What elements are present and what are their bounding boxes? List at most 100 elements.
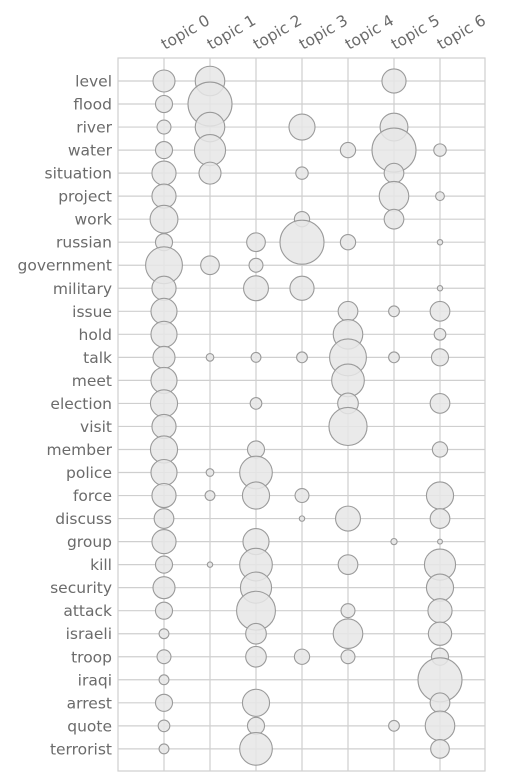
word-label: russian	[56, 234, 112, 252]
bubble-point	[150, 297, 178, 325]
bubble-point	[388, 719, 400, 732]
bubble-point	[381, 68, 407, 94]
bubble-point	[279, 219, 325, 265]
bubble-point	[241, 481, 271, 510]
bubble-point	[429, 393, 451, 414]
word-label: group	[67, 533, 112, 551]
word-label: terrorist	[50, 740, 112, 758]
topic-label: topic 2	[250, 11, 305, 53]
bubble-point	[383, 208, 405, 230]
bubble-point	[158, 628, 170, 640]
word-label: quote	[67, 717, 112, 735]
word-label: police	[66, 464, 112, 482]
word-label: level	[75, 73, 112, 91]
bubble-point	[152, 69, 176, 93]
word-label: kill	[90, 556, 112, 574]
bubble-point	[298, 515, 306, 522]
bubble-point	[427, 598, 453, 624]
bubble-point	[334, 505, 361, 532]
bubble-point	[151, 413, 177, 440]
bubble-point	[151, 528, 177, 555]
bubble-point	[328, 406, 368, 447]
bubble-point	[289, 275, 315, 301]
word-label: iraqi	[78, 671, 112, 689]
bubble-point	[150, 320, 178, 348]
bubble-point	[156, 119, 172, 135]
word-label: election	[50, 395, 112, 413]
word-label: talk	[83, 349, 112, 367]
bubble-point	[239, 731, 273, 766]
bubble-point	[157, 719, 171, 733]
bubble-point	[158, 743, 170, 755]
word-label: attack	[63, 602, 112, 620]
bubble-point	[245, 622, 267, 645]
bubble-point	[205, 468, 215, 477]
bubble-point	[332, 618, 364, 650]
bubble-point	[193, 133, 227, 167]
bubble-point	[427, 621, 453, 646]
bubble-point	[243, 275, 270, 302]
bubble-point	[154, 693, 174, 712]
word-label: government	[18, 257, 113, 275]
bubble-point	[246, 716, 266, 735]
bubble-point	[156, 649, 172, 665]
bubble-point	[151, 183, 177, 209]
bubble-point	[340, 649, 356, 665]
word-label: meet	[72, 372, 112, 390]
bubble-point	[431, 441, 449, 458]
bubble-point	[200, 255, 220, 276]
bubble-point	[340, 603, 356, 619]
bubble-point	[153, 508, 175, 529]
bubble-point	[152, 576, 176, 600]
bubble-point	[151, 482, 177, 509]
bubble-point	[250, 351, 262, 363]
bubble-point	[425, 481, 455, 510]
word-label: arrest	[67, 694, 112, 712]
word-label: discuss	[55, 510, 112, 528]
bubble-point	[154, 94, 174, 114]
word-label: project	[58, 188, 112, 206]
bubble-point	[424, 710, 456, 742]
topic-label: topic 0	[158, 11, 213, 53]
bubble-point	[154, 555, 174, 574]
topic-label: topic 4	[342, 11, 397, 53]
bubble-point	[204, 490, 216, 502]
bubble-point	[158, 674, 170, 686]
bubble-point	[288, 113, 316, 141]
bubble-point	[430, 348, 450, 367]
word-label: troop	[71, 648, 112, 666]
bubble-point	[149, 389, 179, 418]
bubble-point	[433, 143, 447, 157]
bubble-point	[152, 345, 176, 369]
bubble-point	[151, 160, 177, 186]
word-label: hold	[79, 326, 112, 344]
bubble-point	[436, 238, 444, 246]
bubble-point	[388, 305, 400, 318]
bubble-point	[295, 166, 309, 180]
word-label: flood	[73, 96, 112, 114]
word-label: israeli	[66, 625, 112, 643]
bubble-point	[246, 232, 266, 253]
topic-label: topic 6	[434, 11, 489, 53]
word-label: military	[53, 280, 112, 298]
bubble-point	[206, 561, 214, 568]
bubble-point	[337, 554, 359, 576]
bubble-point	[150, 458, 178, 487]
bubble-point	[425, 573, 455, 602]
bubble-point	[241, 688, 271, 717]
topic-label: topic 3	[296, 11, 351, 53]
bubble-point	[198, 161, 222, 185]
bubble-point	[429, 692, 451, 714]
word-label: issue	[72, 303, 112, 321]
plot-frame	[117, 57, 486, 772]
bubble-point	[245, 645, 267, 668]
bubble-point	[149, 204, 179, 234]
bubble-point	[378, 180, 410, 212]
topic-label: topic 1	[204, 11, 259, 53]
bubble-point	[337, 300, 359, 322]
word-label: river	[76, 119, 112, 137]
bubble-point	[429, 300, 451, 322]
word-label: visit	[80, 418, 112, 436]
